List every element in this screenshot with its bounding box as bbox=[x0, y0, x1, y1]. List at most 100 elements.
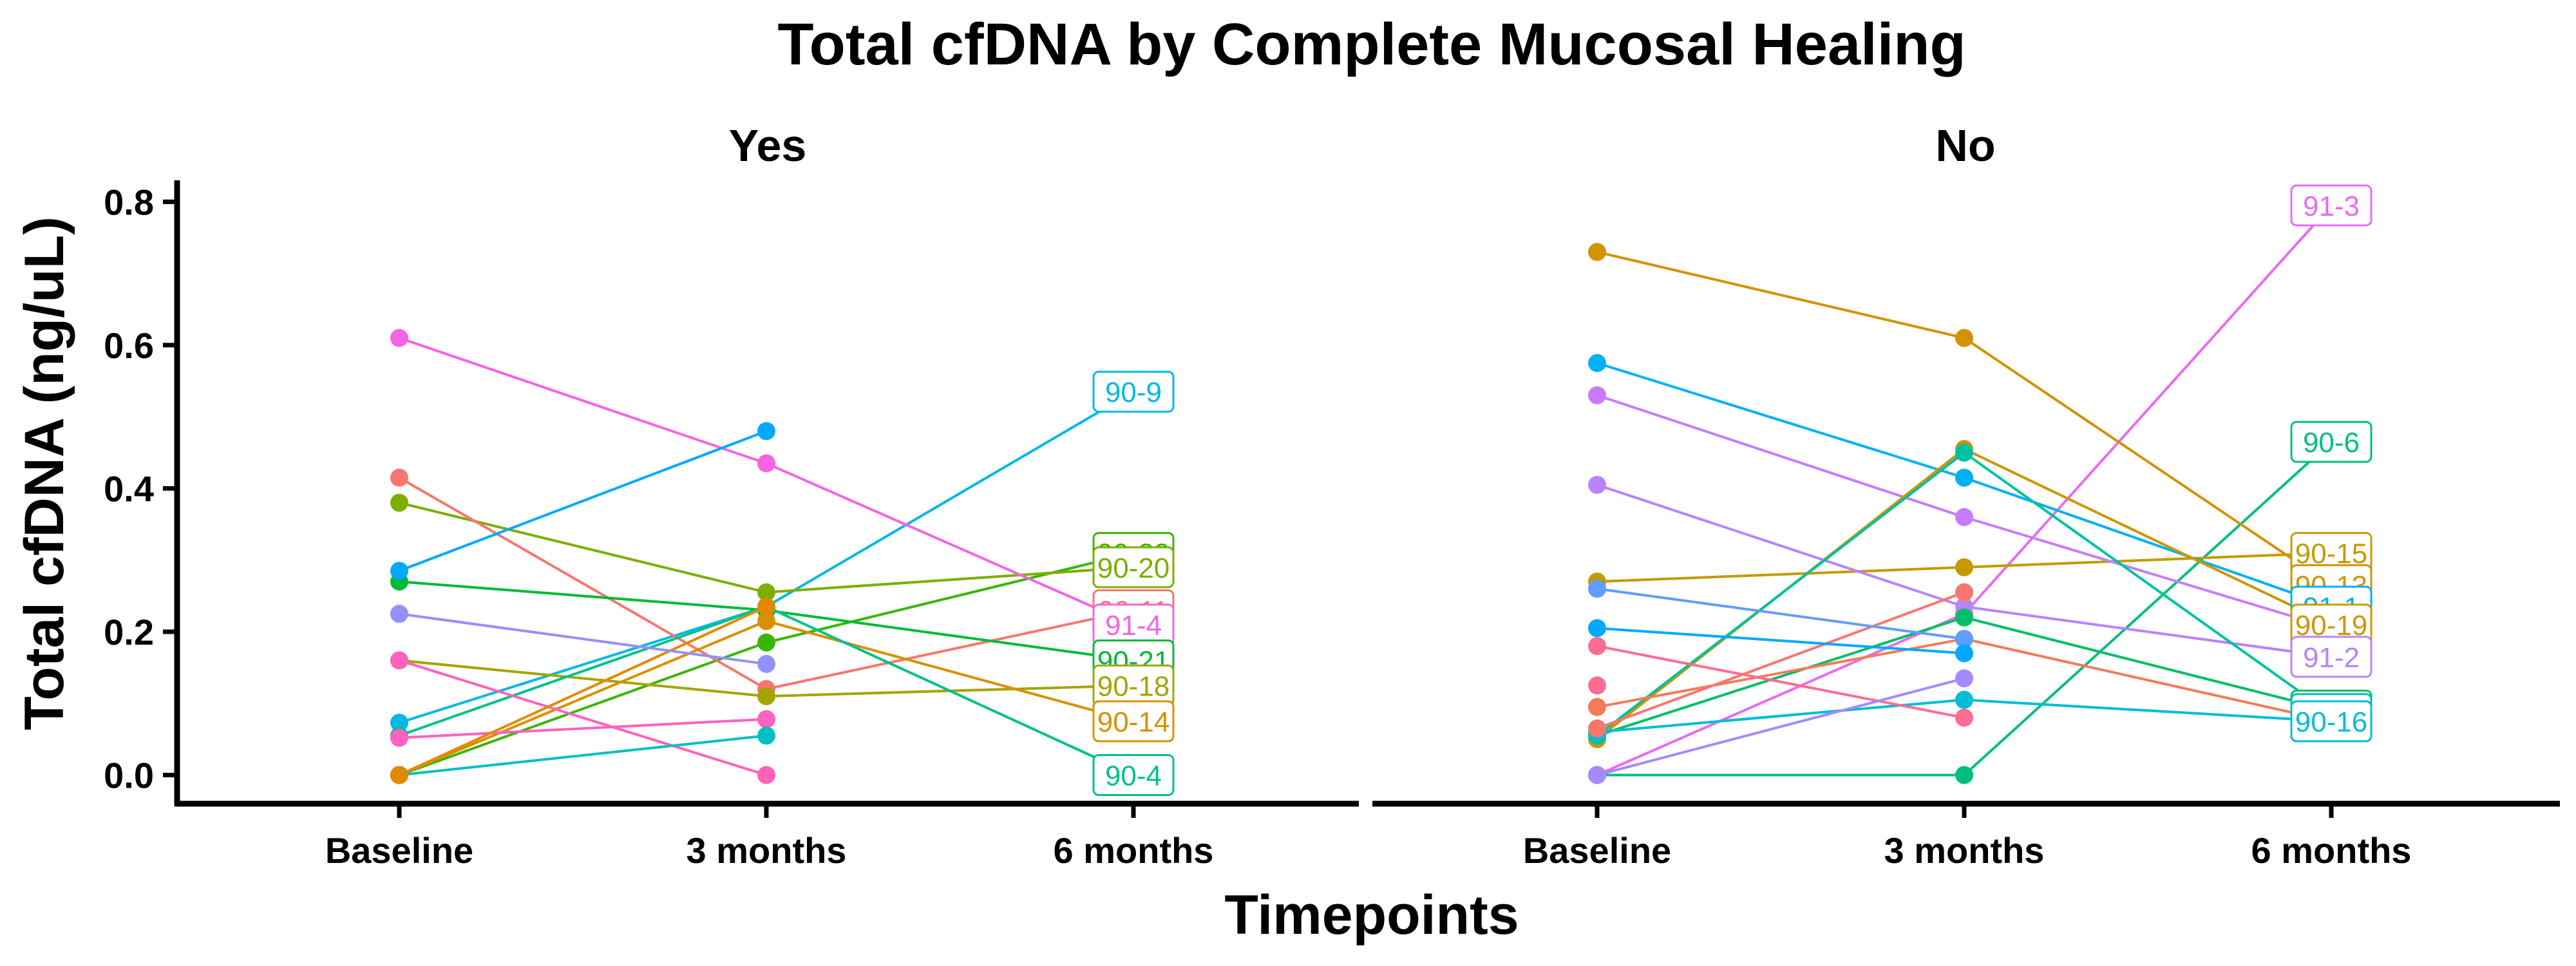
data-point bbox=[390, 468, 408, 487]
data-point bbox=[390, 493, 408, 512]
data-point bbox=[757, 726, 775, 745]
y-tick-label: 0.2 bbox=[104, 612, 154, 652]
end-label: 91-3 bbox=[2290, 184, 2372, 227]
y-tick-label: 0.0 bbox=[104, 755, 154, 795]
end-label-text: 90-18 bbox=[1097, 670, 1170, 702]
end-label-box bbox=[1092, 753, 1175, 796]
y-tick-label: 0.6 bbox=[104, 325, 154, 366]
end-label-text: 90-20 bbox=[1097, 553, 1170, 584]
series-line bbox=[1596, 677, 1965, 777]
data-point bbox=[757, 598, 775, 616]
end-label: 90-6 bbox=[2290, 421, 2372, 463]
end-label: 91-4 bbox=[1092, 603, 1175, 646]
x-tick-label: Baseline bbox=[1523, 830, 1671, 871]
data-point bbox=[1588, 580, 1606, 598]
end-label: 91-2 bbox=[2290, 636, 2372, 678]
data-point bbox=[757, 710, 775, 728]
end-label-box bbox=[2290, 636, 2372, 678]
series-unlabeled-14 bbox=[390, 605, 775, 674]
data-point bbox=[1955, 630, 1973, 649]
end-label: 90-9 bbox=[1092, 370, 1175, 413]
data-point bbox=[1955, 690, 1973, 709]
x-tick-label: 3 months bbox=[1884, 830, 2045, 871]
x-tick-label: 6 months bbox=[1054, 830, 1214, 871]
facet-title: Yes bbox=[729, 120, 807, 171]
data-point bbox=[1955, 328, 1973, 347]
y-axis-title: Total cfDNA (ng/uL) bbox=[14, 216, 75, 730]
data-point bbox=[1588, 637, 1606, 656]
series-unlabeled-10 bbox=[390, 651, 775, 784]
series-90-13 bbox=[1588, 243, 2333, 587]
series-line bbox=[399, 390, 1135, 724]
data-point bbox=[1955, 558, 1973, 576]
series-unlabeled-13 bbox=[1588, 580, 1973, 649]
series-91-1 bbox=[1588, 354, 2332, 608]
end-label: 90-16 bbox=[2290, 700, 2372, 743]
data-point bbox=[757, 583, 775, 601]
data-point bbox=[1955, 443, 1973, 462]
end-label: 90-19 bbox=[2290, 603, 2372, 646]
series-line bbox=[1596, 627, 1965, 655]
data-point bbox=[757, 766, 775, 784]
series-line bbox=[399, 734, 767, 777]
series-91-4 bbox=[390, 328, 1134, 626]
series-unlabeled-17 bbox=[1588, 676, 1606, 695]
data-point bbox=[1588, 243, 1606, 261]
end-label-box bbox=[2290, 421, 2372, 463]
series-line bbox=[399, 659, 767, 777]
data-point bbox=[390, 728, 408, 747]
data-point bbox=[1955, 468, 1973, 487]
end-label-text: 90-16 bbox=[2295, 706, 2368, 738]
end-label-box bbox=[1092, 700, 1175, 743]
series-line bbox=[399, 612, 767, 666]
end-label-box bbox=[2290, 700, 2372, 743]
data-point bbox=[390, 605, 408, 623]
series-90-12 bbox=[1588, 386, 2332, 630]
end-label-text: 90-9 bbox=[1105, 377, 1162, 408]
x-tick-label: Baseline bbox=[325, 830, 473, 871]
series-line bbox=[1596, 645, 1965, 719]
data-point bbox=[390, 328, 408, 347]
series-line bbox=[1596, 587, 1965, 641]
data-point bbox=[390, 562, 408, 580]
data-point bbox=[757, 633, 775, 652]
series-unlabeled-15 bbox=[1588, 637, 1973, 727]
data-point bbox=[1588, 676, 1606, 695]
end-label-box bbox=[1092, 546, 1175, 589]
data-point bbox=[1955, 669, 1973, 688]
end-label: 90-14 bbox=[1092, 700, 1175, 743]
series-line bbox=[399, 430, 767, 573]
series-line bbox=[1596, 251, 2333, 587]
series-unlabeled-9 bbox=[390, 422, 775, 580]
series-line bbox=[399, 717, 767, 739]
data-point bbox=[1955, 583, 1973, 601]
end-label-text: 90-6 bbox=[2303, 427, 2360, 459]
x-axis-title: Timepoints bbox=[1224, 884, 1519, 946]
series-unlabeled-13 bbox=[390, 598, 775, 784]
x-tick-label: 3 months bbox=[687, 830, 847, 871]
end-label-text: 90-14 bbox=[1097, 706, 1170, 738]
series-line bbox=[1596, 204, 2333, 777]
data-point bbox=[1588, 386, 1606, 404]
series-unlabeled-14 bbox=[1588, 619, 1973, 663]
end-label-text: 91-4 bbox=[1105, 610, 1162, 641]
x-tick-label: 6 months bbox=[2251, 830, 2412, 871]
data-point bbox=[390, 766, 408, 784]
data-point bbox=[1955, 708, 1973, 727]
end-label-text: 90-4 bbox=[1105, 760, 1162, 791]
end-label: 90-18 bbox=[1092, 664, 1175, 706]
data-point bbox=[1588, 697, 1606, 716]
series-line bbox=[1596, 591, 1965, 730]
end-label-box bbox=[1092, 370, 1175, 413]
end-label-text: 91-2 bbox=[2303, 642, 2360, 674]
data-point bbox=[1955, 608, 1973, 627]
facet-panels: 0.0 0.2 0.4 0.6 0.8 Yes Baseline 3 months 6 mont… bbox=[104, 120, 2560, 871]
data-point bbox=[1955, 507, 1973, 526]
data-point bbox=[1588, 619, 1606, 638]
data-point bbox=[757, 612, 775, 630]
data-point bbox=[1955, 644, 1973, 663]
series-line bbox=[399, 605, 767, 777]
